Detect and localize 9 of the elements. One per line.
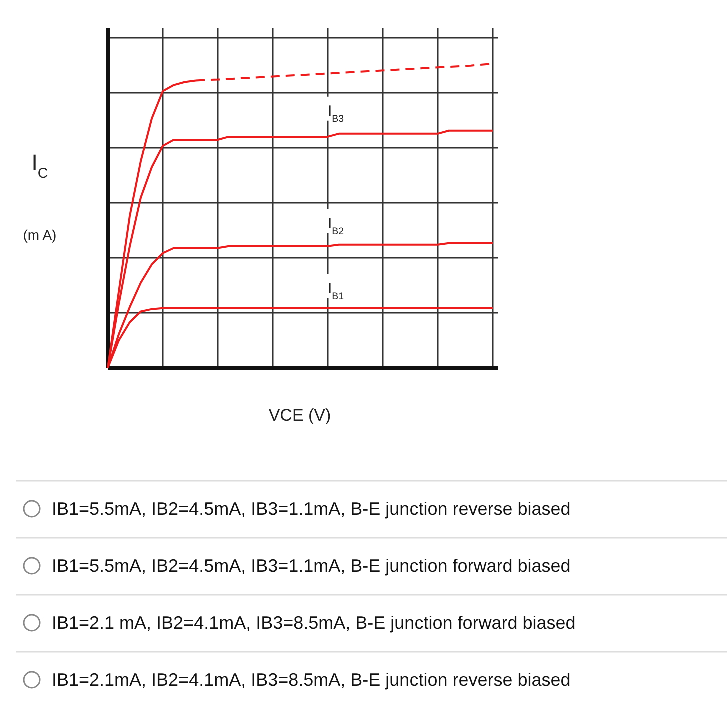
series-label: I$_{B2}$ bbox=[328, 215, 344, 237]
text: IB1=5.5mA, IB2=4.5mA, IB3=1.1mA, B-E junction forward biased bbox=[52, 556, 571, 576]
series-label: I$_{B1}$ bbox=[328, 280, 344, 302]
text: I$_{C}$ (m A) bbox=[23, 150, 57, 243]
text: IB1=2.1mA, IB2=4.1mA, IB3=8.5mA, B-E junction reverse biased bbox=[52, 670, 571, 690]
series-label: I$_{B3}$ bbox=[328, 102, 344, 124]
text: IB1=2.1 mA, IB2=4.1mA, IB3=8.5mA, B-E junction forward biased bbox=[52, 613, 576, 633]
x-axis-title: VCE (V) bbox=[268, 406, 332, 425]
text: IB1=5.5mA, IB2=4.5mA, IB3=1.1mA, B-E junction reverse biased bbox=[52, 499, 571, 519]
